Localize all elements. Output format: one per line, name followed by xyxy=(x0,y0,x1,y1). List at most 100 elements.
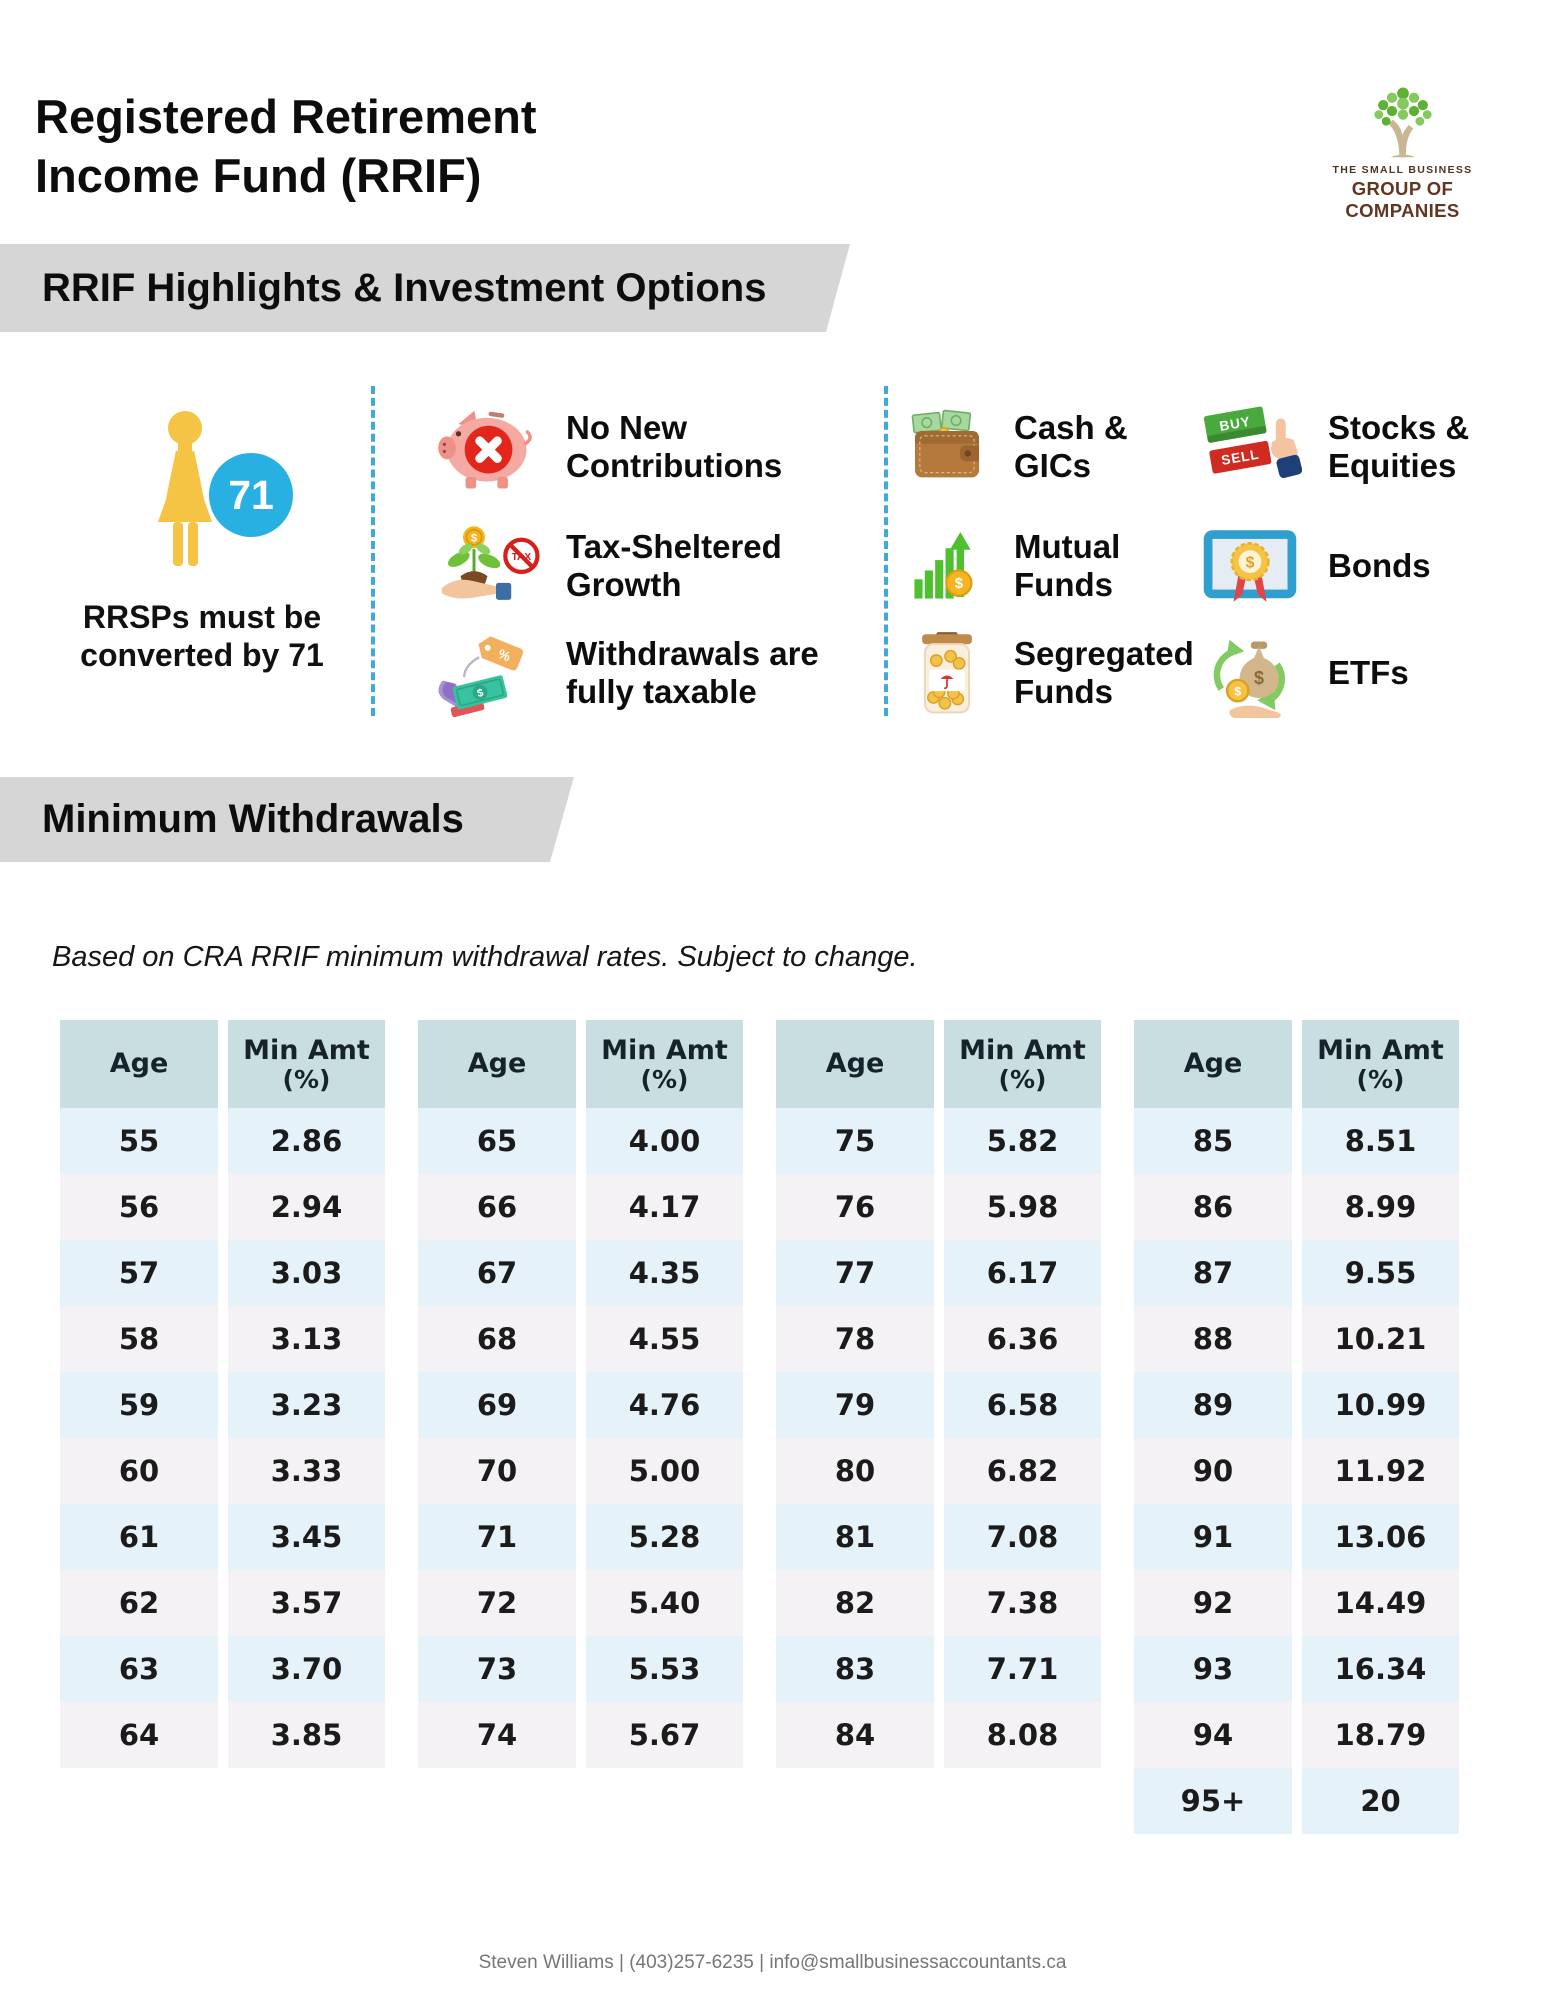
min-amt-column-header: Min Amt (%) xyxy=(586,1020,743,1108)
min-amt-cell: 6.36 xyxy=(944,1306,1101,1372)
age-cell: 77 xyxy=(776,1240,934,1306)
tax-sheltered-plant-icon: $ TAX xyxy=(430,522,540,610)
svg-text:SELL: SELL xyxy=(1220,447,1260,468)
age-cell: 55 xyxy=(60,1108,218,1174)
withdrawal-table-2: Age 65 66 67 68 69 70 71 72 73 74 Min Amt (%) 4.00 4.1… xyxy=(418,1020,743,1768)
piggy-bank-blocked-icon xyxy=(430,402,540,492)
age-cell: 87 xyxy=(1134,1240,1292,1306)
age-cell: 68 xyxy=(418,1306,576,1372)
min-amt-cell: 11.92 xyxy=(1302,1438,1459,1504)
age-column-header: Age xyxy=(60,1020,218,1108)
min-amt-cell: 6.58 xyxy=(944,1372,1101,1438)
min-amt-cell: 3.57 xyxy=(228,1570,385,1636)
min-amt-cell: 5.53 xyxy=(586,1636,743,1702)
age-cell: 69 xyxy=(418,1372,576,1438)
min-amt-cell: 5.40 xyxy=(586,1570,743,1636)
age-column-header: Age xyxy=(418,1020,576,1108)
min-amt-cell: 6.82 xyxy=(944,1438,1101,1504)
min-amt-cell: 5.67 xyxy=(586,1702,743,1768)
min-amt-cell: 18.79 xyxy=(1302,1702,1459,1768)
age-cell: 72 xyxy=(418,1570,576,1636)
age-cell: 88 xyxy=(1134,1306,1292,1372)
age-71-badge: 71 xyxy=(209,453,293,537)
min-amt-column-header: Min Amt (%) xyxy=(228,1020,385,1108)
min-amt-cell: 5.82 xyxy=(944,1108,1101,1174)
min-amt-cell: 14.49 xyxy=(1302,1570,1459,1636)
age-column-header: Age xyxy=(776,1020,934,1108)
svg-text:$: $ xyxy=(955,576,964,592)
age-cell: 67 xyxy=(418,1240,576,1306)
age-cell: 79 xyxy=(776,1372,934,1438)
age-cell: 92 xyxy=(1134,1570,1292,1636)
min-amt-cell: 3.33 xyxy=(228,1438,385,1504)
investment-mutual-funds: $ Mutual Funds xyxy=(906,514,1198,618)
min-amt-cell: 6.17 xyxy=(944,1240,1101,1306)
min-amt-cell: 10.99 xyxy=(1302,1372,1459,1438)
feature-taxable-withdrawals: $ % Withdrawals are fully taxable xyxy=(430,624,880,722)
min-amt-column: Min Amt (%) 5.82 5.98 6.17 6.36 6.58 6.82 7.08 7.… xyxy=(944,1020,1101,1768)
min-amt-column-header: Min Amt (%) xyxy=(1302,1020,1459,1108)
age-cell: 91 xyxy=(1134,1504,1292,1570)
withdrawal-table-4: Age 85 86 87 88 89 90 91 92 93 94 95+ Min Amt (%) 8.51… xyxy=(1134,1020,1459,1834)
investment-cash-gics: Cash & GICs xyxy=(906,396,1198,498)
section-divider xyxy=(371,386,375,716)
growth-chart-icon: $ xyxy=(906,519,988,613)
withdrawal-table-3: Age 75 76 77 78 79 80 81 82 83 84 Min Amt (%) 5.82 5.9… xyxy=(776,1020,1101,1768)
age-cell: 81 xyxy=(776,1504,934,1570)
age-column: Age 65 66 67 68 69 70 71 72 73 74 xyxy=(418,1020,576,1768)
logo-text-small: THE SMALL BUSINESS xyxy=(1332,164,1473,176)
min-amt-cell: 3.23 xyxy=(228,1372,385,1438)
logo-text-main: GROUP OF COMPANIES xyxy=(1345,178,1460,221)
min-amt-cell: 7.71 xyxy=(944,1636,1101,1702)
feature-no-new-contributions: No New Contributions xyxy=(430,396,880,498)
min-amt-cell: 20 xyxy=(1302,1768,1459,1834)
age-cell: 64 xyxy=(60,1702,218,1768)
age-cell: 62 xyxy=(60,1570,218,1636)
age-cell: 74 xyxy=(418,1702,576,1768)
age-cell: 93 xyxy=(1134,1636,1292,1702)
min-amt-cell: 3.13 xyxy=(228,1306,385,1372)
min-amt-column: Min Amt (%) 2.86 2.94 3.03 3.13 3.23 3.33 3.45 3.… xyxy=(228,1020,385,1768)
age-cell: 82 xyxy=(776,1570,934,1636)
min-amt-cell: 8.99 xyxy=(1302,1174,1459,1240)
money-bag-exchange-icon: $ $ xyxy=(1198,628,1302,718)
min-amt-cell: 3.85 xyxy=(228,1702,385,1768)
min-amt-cell: 16.34 xyxy=(1302,1636,1459,1702)
svg-text:%: % xyxy=(496,646,513,664)
buy-sell-tags-icon: BUY SELL xyxy=(1198,403,1302,491)
age-cell: 66 xyxy=(418,1174,576,1240)
age-column-header: Age xyxy=(1134,1020,1292,1108)
rates-disclaimer-note: Based on CRA RRIF minimum withdrawal rat… xyxy=(52,941,918,973)
age-cell: 94 xyxy=(1134,1702,1292,1768)
min-amt-cell: 9.55 xyxy=(1302,1240,1459,1306)
min-amt-cell: 7.38 xyxy=(944,1570,1101,1636)
age-cell: 80 xyxy=(776,1438,934,1504)
svg-text:$: $ xyxy=(1246,555,1255,572)
min-amt-cell: 4.00 xyxy=(586,1108,743,1174)
age-cell: 95+ xyxy=(1134,1768,1292,1834)
contact-footer: Steven Williams | (403)257-6235 | info@s… xyxy=(478,1952,1067,1973)
age-cell: 90 xyxy=(1134,1438,1292,1504)
min-amt-cell: 10.21 xyxy=(1302,1306,1459,1372)
section-divider xyxy=(884,386,888,716)
conversion-caption: RRSPs must be converted by 71 xyxy=(80,599,324,673)
section-banner-highlights: RRIF Highlights & Investment Options xyxy=(0,244,850,332)
svg-text:$: $ xyxy=(476,687,485,700)
min-amt-cell: 3.70 xyxy=(228,1636,385,1702)
coin-jar-icon xyxy=(906,631,988,715)
min-amt-cell: 5.00 xyxy=(586,1438,743,1504)
age-cell: 65 xyxy=(418,1108,576,1174)
min-amt-cell: 4.55 xyxy=(586,1306,743,1372)
svg-text:$: $ xyxy=(471,532,477,544)
page-title: Registered Retirement Income Fund (RRIF) xyxy=(35,90,537,203)
svg-text:BUY: BUY xyxy=(1218,414,1251,434)
age-cell: 56 xyxy=(60,1174,218,1240)
min-amt-cell: 4.17 xyxy=(586,1174,743,1240)
investment-bonds: $ Bonds xyxy=(1198,514,1538,618)
investment-stocks-equities: BUY SELL Stocks & Equities xyxy=(1198,396,1538,498)
min-amt-column: Min Amt (%) 8.51 8.99 9.55 10.21 10.99 11.92 13.… xyxy=(1302,1020,1459,1834)
age-cell: 58 xyxy=(60,1306,218,1372)
age-cell: 85 xyxy=(1134,1108,1292,1174)
withdrawal-table-1: Age 55 56 57 58 59 60 61 62 63 64 Min Amt (%) 2.86 2.9… xyxy=(60,1020,385,1768)
